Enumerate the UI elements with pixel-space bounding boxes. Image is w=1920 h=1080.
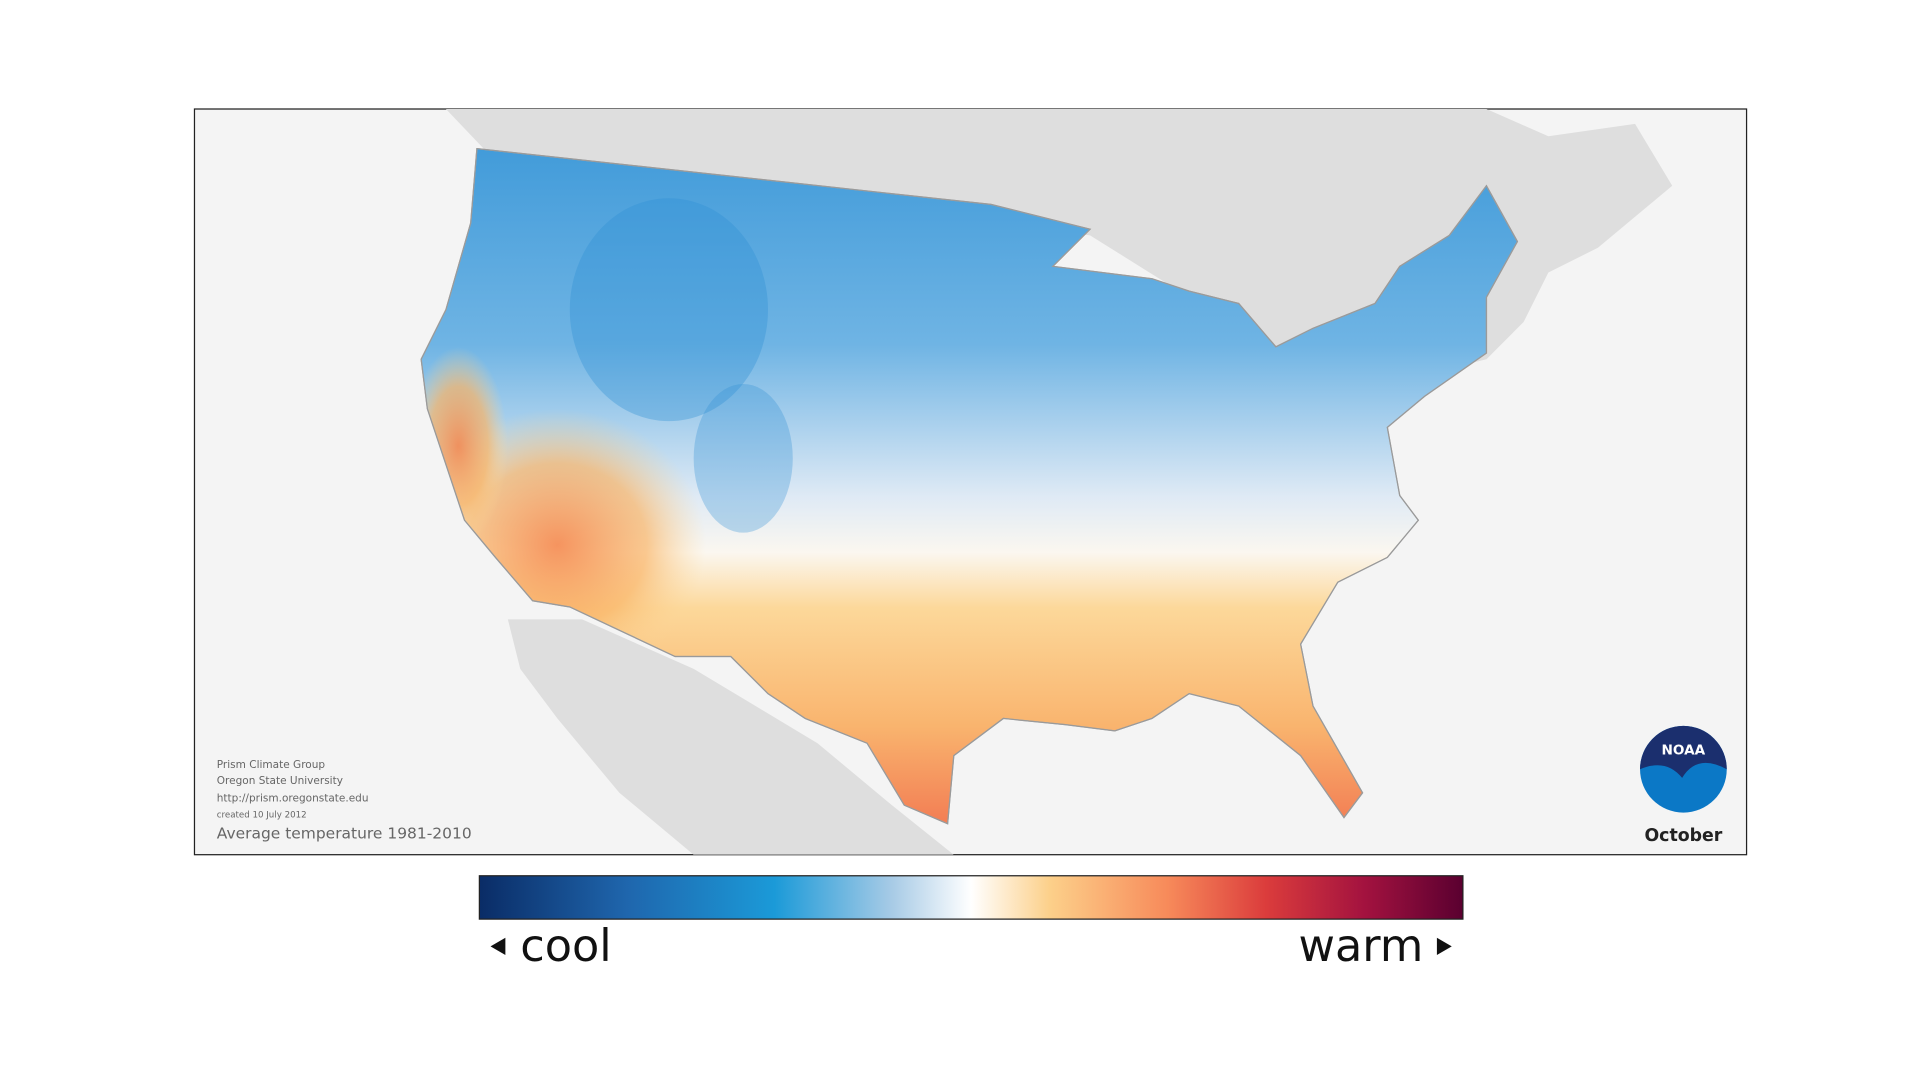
credit-line: Prism Climate Group (217, 759, 326, 771)
logo-text: NOAA (1662, 742, 1706, 758)
color-scale (478, 875, 1464, 920)
logo-top (1640, 725, 1727, 778)
cool-label: cool (520, 920, 611, 972)
credit-line: created 10 July 2012 (217, 811, 307, 821)
warm-arrow (1436, 937, 1452, 956)
conus-border (420, 147, 1519, 825)
mexico (507, 619, 954, 855)
credit-line: Oregon State University (217, 775, 343, 787)
map-frame: Prism Climate Group Oregon State Univers… (193, 108, 1748, 972)
month-label: October (1644, 826, 1722, 846)
colorado-cool (693, 383, 793, 533)
noaa-logo: NOAA (1640, 725, 1727, 813)
rockies-cool (569, 198, 768, 422)
cool-arrow (490, 937, 506, 956)
map-caption: Average temperature 1981-2010 (217, 825, 472, 843)
credit-line: http://prism.oregonstate.edu (217, 792, 369, 804)
warm-label: warm (1299, 920, 1424, 972)
